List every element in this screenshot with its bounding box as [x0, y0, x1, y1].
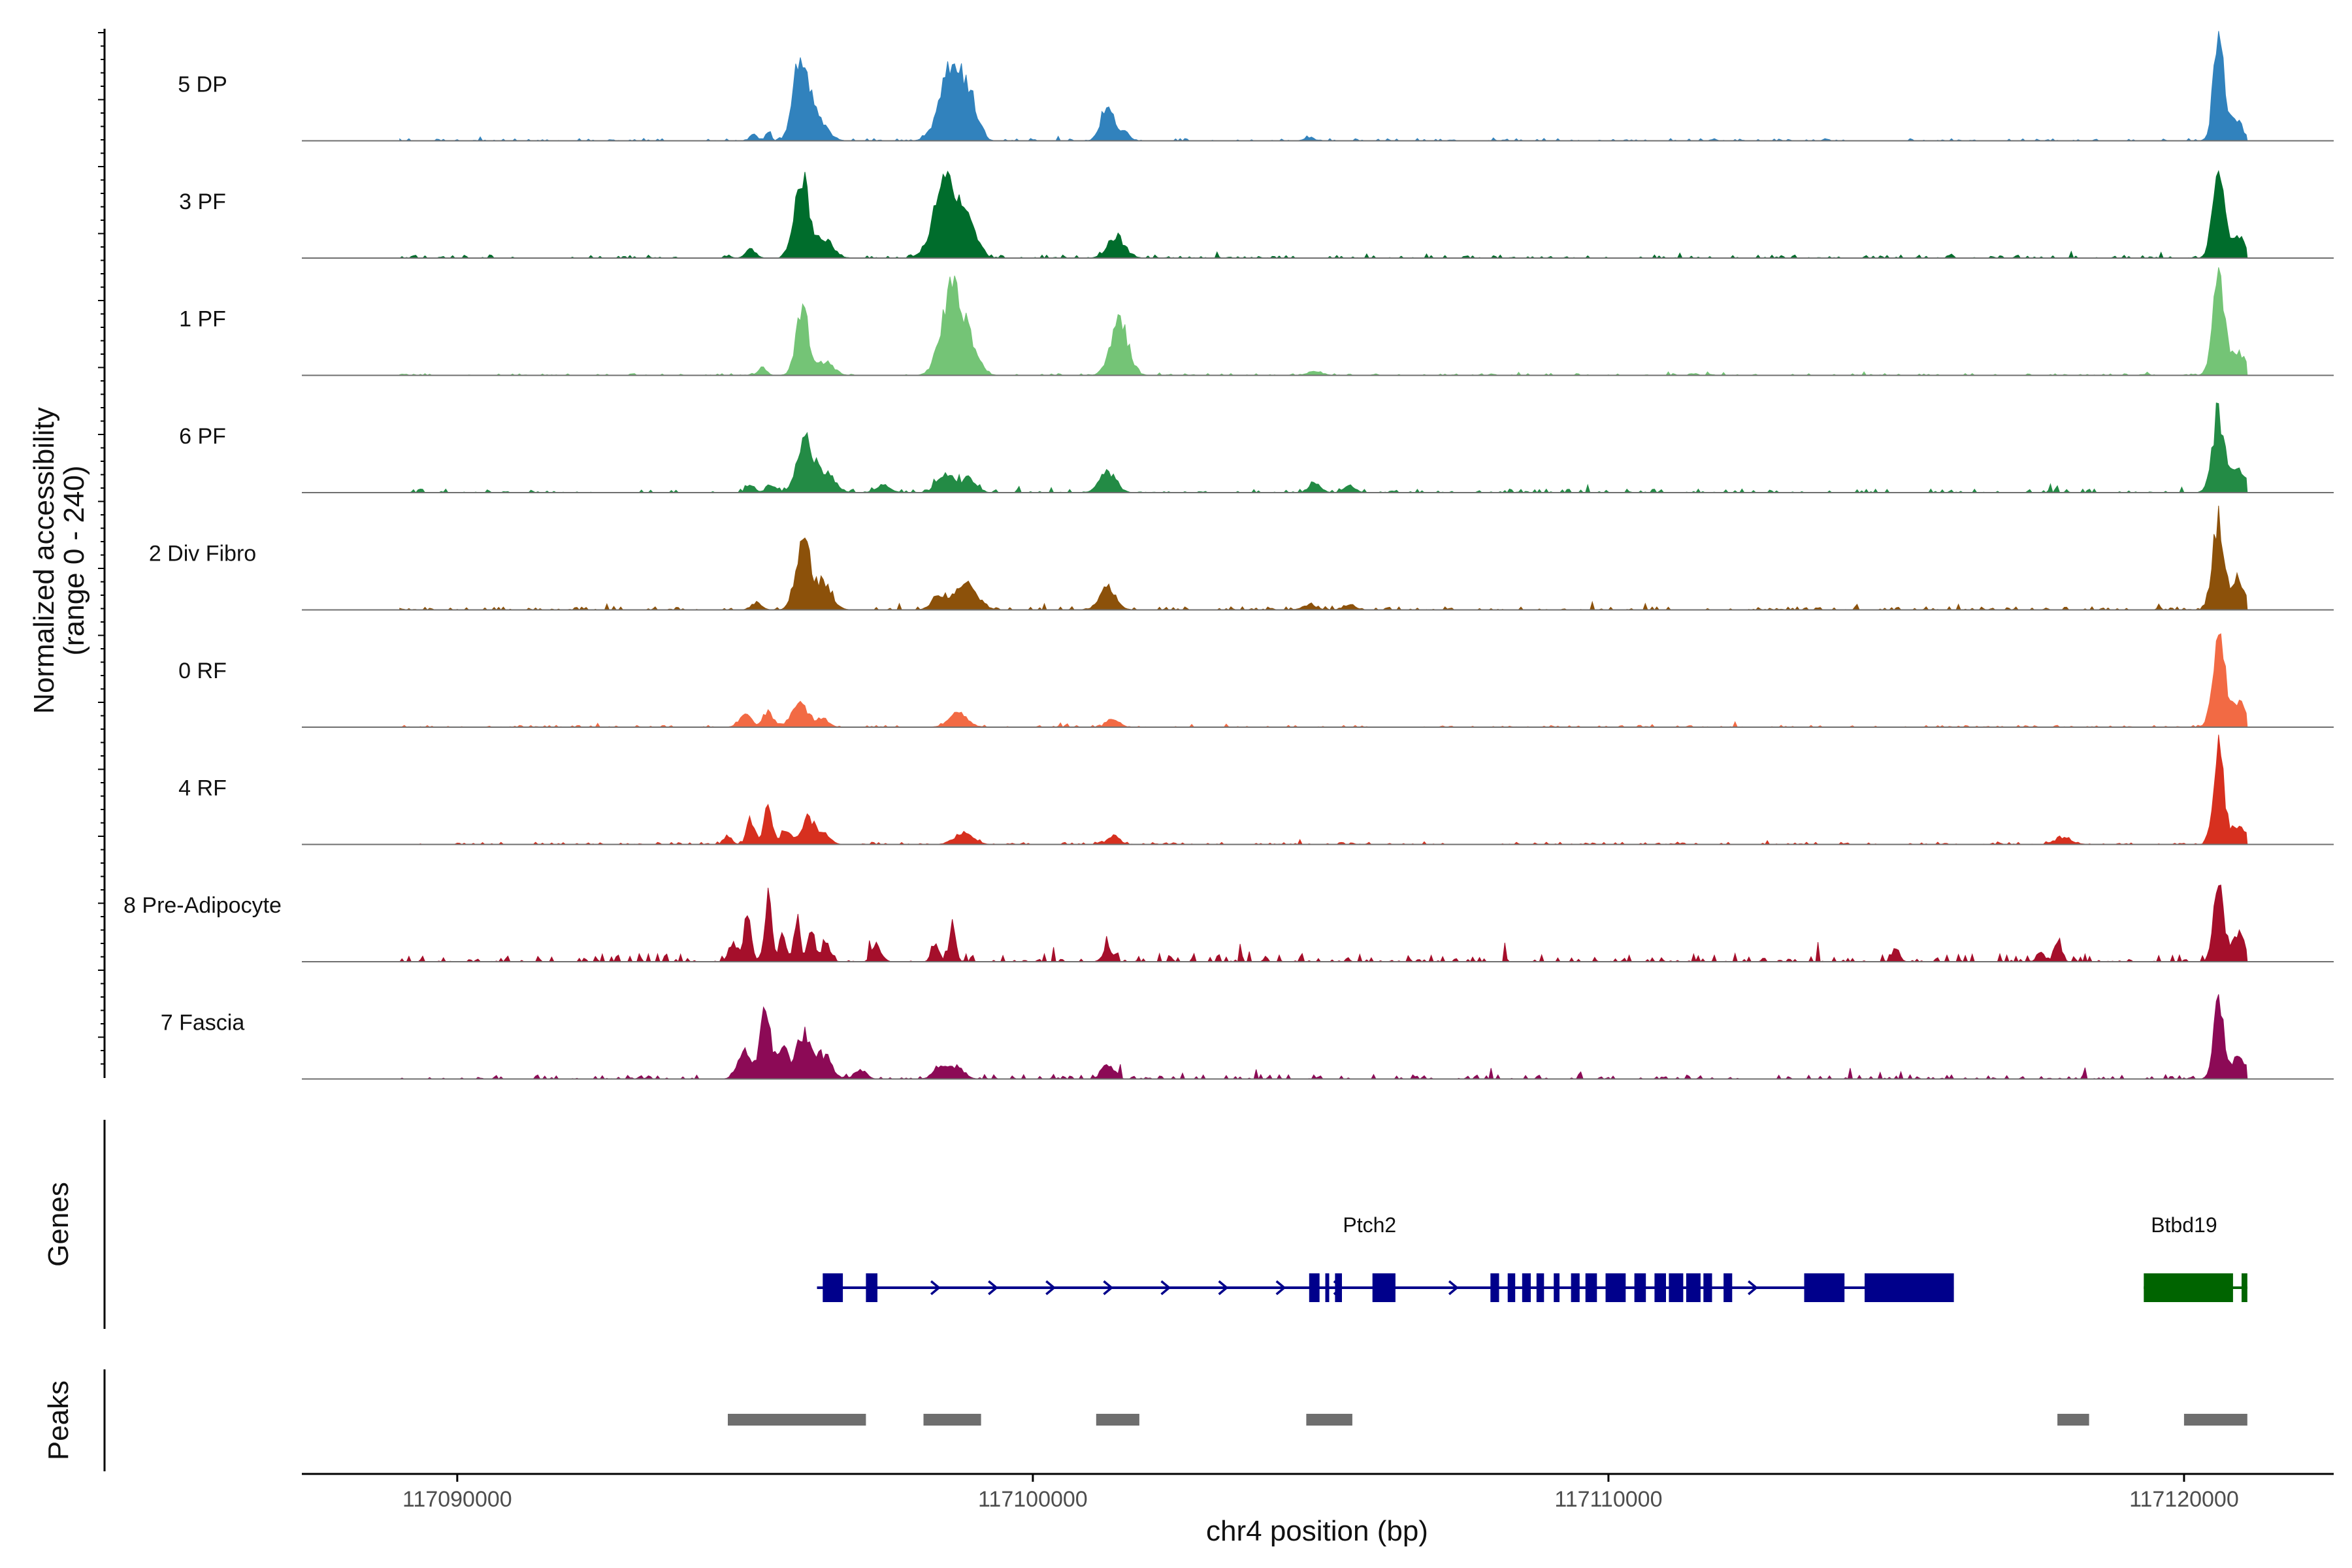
strand-arrow — [1448, 1280, 1459, 1296]
track-label: 6 PF — [179, 424, 226, 449]
track-label: 8 Pre-Adipocyte — [123, 893, 282, 918]
exon — [1723, 1273, 1733, 1302]
coverage-area — [399, 402, 2248, 494]
strand-arrow — [1103, 1280, 1114, 1296]
strand-arrow — [930, 1280, 941, 1296]
exon — [1490, 1273, 1499, 1302]
exon — [1605, 1273, 1626, 1302]
track-label: 5 DP — [178, 73, 227, 97]
coverage-area — [399, 170, 2248, 259]
track-label: 3 PF — [179, 189, 226, 214]
track-5: 2 Div Fibro — [149, 505, 2334, 611]
strand-arrow — [1275, 1280, 1286, 1296]
track-7: 4 RF — [178, 734, 2334, 845]
peak-region — [1096, 1414, 1139, 1426]
exon — [1522, 1273, 1531, 1302]
exon — [823, 1273, 843, 1302]
track-label: 2 Div Fibro — [149, 542, 256, 566]
track-3: 1 PF — [179, 267, 2334, 376]
track-label: 0 RF — [178, 659, 227, 683]
track-label: 1 PF — [179, 307, 226, 332]
coverage-y-axis-ticks — [98, 32, 105, 1065]
exon — [1507, 1273, 1516, 1302]
coverage-area — [399, 267, 2248, 376]
peak-region — [2057, 1414, 2089, 1426]
strand-arrow — [1748, 1280, 1758, 1296]
gene-name-label: Ptch2 — [1343, 1213, 1396, 1237]
gene-name-label: Btbd19 — [2151, 1213, 2217, 1237]
x-tick-label: 117090000 — [402, 1487, 512, 1512]
track-1: 5 DP — [178, 31, 2334, 142]
gene-ptch2: Ptch2 — [817, 1213, 1954, 1302]
exon — [1585, 1273, 1597, 1302]
exon — [1686, 1273, 1701, 1302]
exon — [2144, 1273, 2233, 1302]
peak-region — [923, 1414, 981, 1426]
track-6: 0 RF — [178, 633, 2334, 728]
exon — [2242, 1273, 2247, 1302]
exon — [1634, 1273, 1646, 1302]
strand-arrow — [988, 1280, 998, 1296]
peak-region — [2183, 1414, 2247, 1426]
coverage-area — [399, 505, 2248, 611]
x-tick-label: 117110000 — [1554, 1487, 1662, 1512]
coverage-area — [399, 633, 2248, 728]
exon — [1654, 1273, 1666, 1302]
y-axis-title: Normalized accessibility (range 0 - 240) — [28, 407, 90, 713]
peak-region — [1306, 1414, 1352, 1426]
peaks-panel-label: Peaks — [42, 1380, 74, 1460]
exon — [1703, 1273, 1712, 1302]
peak-region — [728, 1414, 866, 1426]
coverage-area — [399, 31, 2248, 142]
y-axis-title-line1: Normalized accessibility — [28, 407, 60, 713]
exon — [1571, 1273, 1580, 1302]
x-tick-label: 117100000 — [978, 1487, 1088, 1512]
gene-annotation-track: Ptch2 Btbd19 — [817, 1213, 2247, 1302]
exon — [1325, 1273, 1330, 1302]
x-axis-ticks: 117090000 117100000 117110000 117120000 — [402, 1474, 2239, 1512]
exon — [1554, 1273, 1560, 1302]
track-4: 6 PF — [179, 402, 2334, 494]
exon — [1669, 1273, 1684, 1302]
x-tick-label: 117120000 — [2129, 1487, 2239, 1512]
peak-regions-track — [728, 1414, 2247, 1426]
coverage-tracks: 5 DP 3 PF 1 PF 6 PF 2 Div Fibro 0 RF 4 RF 8 Pre… — [123, 31, 2334, 1080]
coverage-area — [399, 734, 2248, 845]
exon — [1372, 1273, 1396, 1302]
x-axis-title: chr4 position (bp) — [1206, 1515, 1428, 1547]
exon — [1309, 1273, 1320, 1302]
track-2: 3 PF — [179, 170, 2334, 259]
y-axis-title-line2: (range 0 - 240) — [58, 465, 90, 655]
track-label: 4 RF — [178, 776, 227, 801]
exon — [866, 1273, 877, 1302]
track-9: 7 Fascia — [161, 994, 2334, 1080]
track-8: 8 Pre-Adipocyte — [123, 885, 2334, 963]
strand-arrow — [1045, 1280, 1056, 1296]
strand-arrow — [1160, 1280, 1171, 1296]
track-label: 7 Fascia — [161, 1011, 245, 1036]
exon — [1865, 1273, 1954, 1302]
strand-arrow — [1218, 1280, 1229, 1296]
genes-panel-label: Genes — [42, 1182, 74, 1267]
gene-btbd19: Btbd19 — [2144, 1213, 2247, 1302]
exon — [1536, 1273, 1544, 1302]
exon — [1804, 1273, 1845, 1302]
coverage-area — [399, 994, 2248, 1080]
coverage-area — [399, 885, 2248, 963]
exon — [1335, 1273, 1342, 1302]
